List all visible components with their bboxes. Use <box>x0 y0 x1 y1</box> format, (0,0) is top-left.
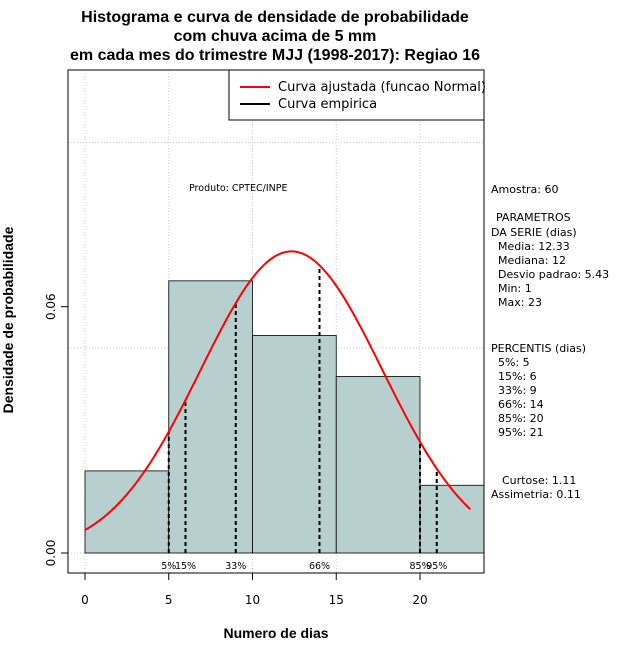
histogram-bar-5 <box>419 484 485 554</box>
percentile-label-85: 85% <box>409 561 430 572</box>
legend: Curva ajustada (funcao Normal) Curva emp… <box>228 69 486 121</box>
x-axis-title: Numero de dias <box>223 625 328 641</box>
stat-p33: 33%: 9 <box>498 384 537 397</box>
percentile-label-66: 66% <box>309 561 330 572</box>
legend-label-normal: Curva ajustada (funcao Normal) <box>278 80 486 95</box>
x-tick-label-0: 0 <box>81 593 89 607</box>
legend-box <box>228 69 485 121</box>
chart-title-line-1: Histograma e curva de densidade de proba… <box>81 9 469 26</box>
x-tick-label-10: 10 <box>245 593 260 607</box>
chart-title-line-3: em cada mes do trimestre MJJ (1998-2017)… <box>70 47 480 64</box>
stat-curtose: Curtose: 1.11 <box>502 474 576 487</box>
chart-title-line-2: com chuva acima de 5 mm <box>174 28 377 45</box>
percentile-label-95: 95% <box>426 561 447 572</box>
percentile-label-5: 5% <box>161 561 176 572</box>
histogram-bar-4 <box>335 376 421 554</box>
stat-amostra: Amostra: 60 <box>491 183 558 196</box>
stat-percentis-title: PERCENTIS (dias) <box>491 342 586 355</box>
stat-p95: 95%: 21 <box>498 426 544 439</box>
stat-desvio: Desvio padrao: 5.43 <box>498 268 609 281</box>
x-tick-label-5: 5 <box>165 593 173 607</box>
histogram-bar-3 <box>252 335 337 554</box>
stat-p15: 15%: 6 <box>498 370 537 383</box>
bar-layer <box>84 280 485 554</box>
y-tick-label-1: 0.06 <box>44 293 58 320</box>
stat-assimetria: Assimetria: 0.11 <box>491 488 581 501</box>
stat-parametros-title-2: DA SERIE (dias) <box>491 226 577 239</box>
x-tick-label-15: 15 <box>329 593 344 607</box>
y-tick-label-0: 0.00 <box>44 540 58 567</box>
tick-layer: 0 5 10 15 20 0.00 0.06 <box>44 293 428 607</box>
stat-parametros-title-1: PARAMETROS <box>496 211 571 224</box>
x-tick-label-20: 20 <box>412 593 427 607</box>
normal-curve <box>84 250 471 531</box>
histogram-bar-2 <box>168 280 253 554</box>
stat-media: Media: 12.33 <box>498 240 570 253</box>
stat-mediana: Mediana: 12 <box>498 254 566 267</box>
legend-label-empirical: Curva empirica <box>278 97 377 112</box>
stats-panel: Amostra: 60 PARAMETROS DA SERIE (dias) M… <box>491 183 609 501</box>
histogram-bar-1 <box>84 470 170 554</box>
stat-p66: 66%: 14 <box>498 398 544 411</box>
percentile-label-33: 33% <box>225 561 246 572</box>
y-axis-title: Densidade de probabilidade <box>0 226 16 413</box>
percentile-layer: 5%15% 33% 66% 85%95% <box>161 265 447 572</box>
product-note: Produto: CPTEC/INPE <box>189 183 288 194</box>
stat-p85: 85%: 20 <box>498 412 544 425</box>
percentile-label-15: 15% <box>175 561 196 572</box>
stat-min: Min: 1 <box>498 282 532 295</box>
curve-layer <box>84 250 471 531</box>
stat-max: Max: 23 <box>498 296 542 309</box>
stat-p5: 5%: 5 <box>498 356 530 369</box>
